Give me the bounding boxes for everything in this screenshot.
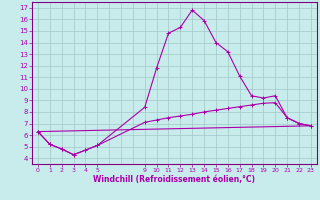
X-axis label: Windchill (Refroidissement éolien,°C): Windchill (Refroidissement éolien,°C) [93,175,255,184]
